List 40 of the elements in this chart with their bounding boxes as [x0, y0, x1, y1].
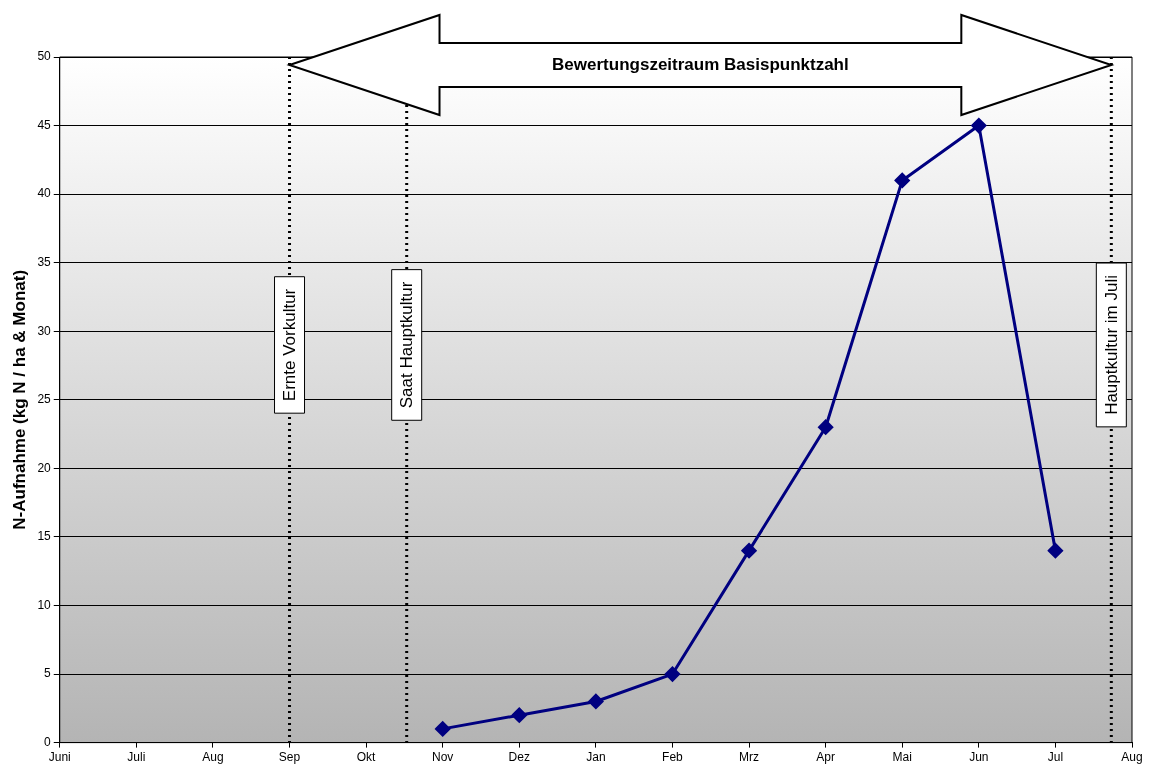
point	[741, 543, 757, 559]
y-tick-label: 30	[37, 323, 52, 338]
point	[971, 118, 987, 134]
x-tick-label: Juli	[127, 750, 146, 765]
point	[588, 693, 604, 709]
y-tick-label: 25	[37, 392, 52, 407]
x-tick-label: Juni	[48, 750, 71, 765]
annotation: Saat Hauptkultur	[397, 281, 417, 409]
annotation: Hauptkultur im Juli	[1102, 275, 1122, 415]
x-tick-label: Feb	[662, 750, 684, 765]
y-tick-label: 10	[37, 597, 52, 612]
point	[664, 666, 680, 682]
x-tick-label: Okt	[356, 750, 377, 765]
x-tick-label: Mrz	[739, 750, 760, 765]
y-tick-label: 45	[37, 117, 52, 132]
x-tick-label: Mai	[892, 750, 912, 765]
y-tick-label: 50	[37, 49, 52, 64]
x-tick-label: Sep	[278, 750, 301, 765]
x-tick-label: Jun	[969, 750, 989, 765]
x-tick-label: Aug	[1121, 750, 1143, 765]
annotation: Bewertungszeitraum Basispunktzahl	[548, 55, 853, 75]
y-tick-label: 5	[44, 666, 52, 681]
point	[894, 172, 910, 188]
y-tick-label: 15	[37, 529, 52, 544]
x-tick-label: Dez	[508, 750, 530, 765]
y-axis-title: N-Aufnahme (kg N / ha & Monat)	[9, 269, 29, 530]
x-tick-label: Nov	[432, 750, 454, 765]
x-tick-label: Jan	[586, 750, 606, 765]
point	[435, 721, 451, 737]
y-tick-label: 0	[44, 734, 52, 749]
y-tick-label: 20	[37, 460, 52, 475]
ref-line-label: Ernte Vorkultur	[280, 288, 300, 402]
x-tick-label: Aug	[202, 750, 224, 765]
point	[818, 419, 834, 435]
x-tick-label: Jul	[1047, 750, 1064, 765]
point	[511, 707, 527, 723]
y-tick-label: 40	[37, 186, 52, 201]
y-tick-label: 35	[37, 254, 52, 269]
point	[1047, 543, 1063, 559]
x-tick-label: Apr	[816, 750, 835, 765]
